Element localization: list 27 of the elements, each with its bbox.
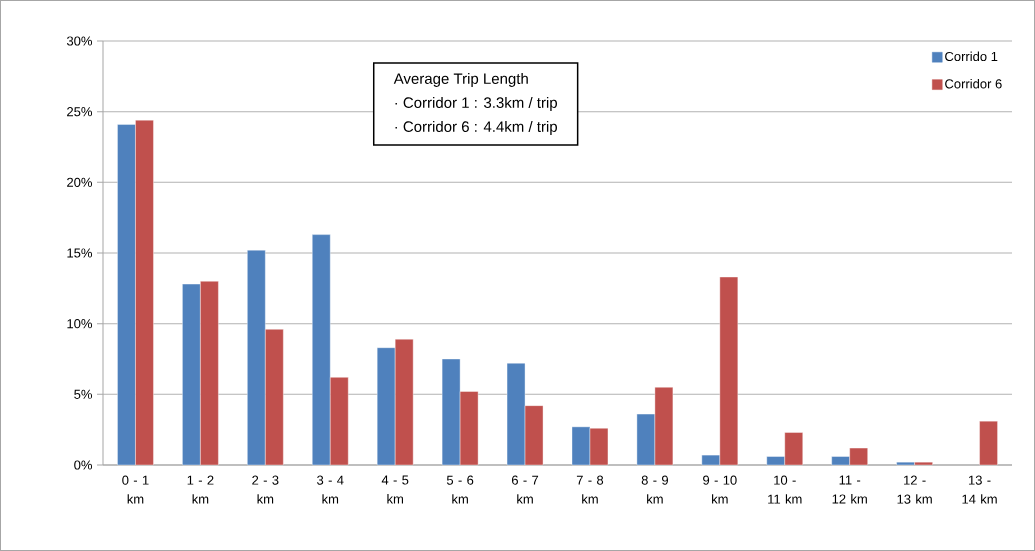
- x-tick-label: 3 - 4 km: [317, 475, 344, 504]
- x-tick-label: 8 - 9 km: [641, 475, 669, 504]
- y-tick-label: 15%: [67, 248, 93, 258]
- y-tick-label: 5%: [74, 389, 93, 399]
- x-tick-label: 6 - 7 km: [511, 475, 539, 504]
- annotation: · Corridor 1 : 3.3km / trip: [395, 96, 558, 111]
- x-tick-label: 9 - 10 km: [703, 475, 737, 504]
- x-tick-label: 4 - 5 km: [381, 475, 409, 504]
- annotation: Average Trip Length: [393, 72, 528, 87]
- legend-label: Corrido 1: [945, 51, 998, 62]
- y-tick-label: 25%: [67, 107, 93, 117]
- annotation: · Corridor 6 : 4.4km / trip: [395, 120, 558, 135]
- y-tick-label: 20%: [67, 177, 93, 187]
- x-tick-label: 7 - 8 km: [576, 475, 604, 504]
- legend-label: Corridor 6: [945, 78, 1002, 89]
- x-tick-label: 1 - 2 km: [187, 475, 214, 504]
- x-tick-label: 11 - 12 km: [832, 475, 867, 504]
- bar: [979, 420, 998, 466]
- x-tick-label: 12 - 13 km: [897, 475, 932, 504]
- x-tick-label: 10 - 11 km: [768, 475, 802, 504]
- y-tick-label: 30%: [66, 36, 93, 46]
- x-tick-label: 13 - 14 km: [962, 475, 997, 504]
- y-tick-label: 0%: [74, 460, 93, 470]
- x-tick-label: 5 - 6 km: [446, 475, 474, 504]
- x-tick-label: 2 - 3 km: [252, 475, 279, 504]
- x-tick-label: 0 - 1 km: [122, 475, 149, 504]
- y-tick-label: 10%: [67, 319, 93, 329]
